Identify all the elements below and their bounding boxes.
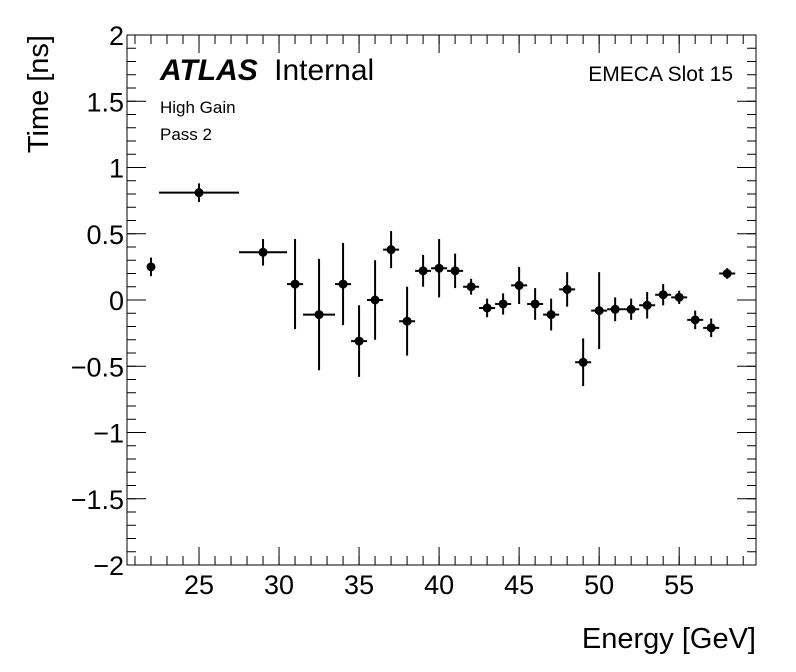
data-point	[303, 258, 336, 371]
data-marker	[258, 247, 268, 257]
data-marker	[530, 299, 540, 309]
data-point	[367, 260, 384, 340]
atlas-label: ATLAS Internal	[159, 54, 374, 87]
x-tick-label: 45	[504, 570, 534, 600]
data-marker	[338, 279, 348, 289]
data-point	[415, 254, 432, 287]
data-marker	[546, 310, 556, 320]
x-tick-label: 30	[264, 570, 294, 600]
data-point	[383, 231, 400, 269]
data-marker	[690, 315, 700, 325]
data-point	[239, 239, 288, 266]
data-point	[559, 272, 576, 307]
data-point	[543, 298, 560, 331]
data-point	[687, 310, 704, 330]
data-point	[591, 272, 608, 350]
data-point	[655, 284, 672, 306]
data-marker	[626, 304, 636, 314]
data-point	[146, 257, 156, 277]
tick-labels: 25 30 35 40 45 50 55 −2 −1.5 −1 −0.5 0 0.5 1 1.5 2	[71, 21, 695, 600]
data-marker	[434, 263, 444, 273]
x-tick-label: 55	[664, 570, 694, 600]
y-axis-label: Time [ns]	[23, 35, 55, 153]
data-point	[575, 338, 592, 387]
data-point	[527, 288, 544, 320]
data-point	[351, 305, 368, 377]
data-marker	[290, 279, 300, 289]
data-marker	[610, 304, 620, 314]
data-point	[495, 293, 512, 315]
y-tick-label: 0.5	[86, 220, 124, 250]
data-point	[399, 286, 416, 356]
data-point	[719, 268, 736, 279]
data-marker	[194, 188, 204, 198]
atlas-status: Internal	[274, 54, 374, 87]
data-marker	[658, 290, 668, 300]
y-tick-label: −1	[93, 419, 124, 449]
data-marker	[674, 292, 684, 302]
data-point	[335, 243, 352, 326]
y-tick-label: −2	[93, 551, 124, 581]
pass-label: Pass 2	[160, 125, 212, 144]
y-tick-label: −1.5	[71, 485, 124, 515]
data-point	[703, 318, 720, 338]
y-tick-label: 1.5	[86, 87, 124, 117]
data-marker	[386, 245, 396, 255]
data-points	[146, 183, 736, 387]
data-marker	[498, 299, 508, 309]
data-marker	[722, 269, 732, 278]
data-marker	[642, 300, 652, 310]
y-tick-label: 2	[109, 21, 124, 51]
data-marker	[514, 280, 524, 290]
data-marker	[146, 262, 156, 272]
gain-label: High Gain	[160, 98, 236, 117]
data-marker	[354, 336, 364, 346]
data-point	[511, 266, 528, 304]
data-marker	[706, 323, 716, 333]
x-axis-label: Energy [GeV]	[582, 623, 756, 655]
data-point	[623, 298, 640, 320]
x-tick-label: 25	[184, 570, 214, 600]
data-marker	[314, 310, 324, 320]
data-marker	[594, 306, 604, 316]
data-point	[607, 297, 624, 322]
data-point	[479, 298, 496, 318]
data-marker	[402, 316, 412, 326]
axis-ticks	[127, 34, 756, 566]
data-marker	[370, 295, 380, 305]
data-marker	[466, 282, 476, 292]
data-point	[639, 292, 656, 319]
data-point	[671, 290, 688, 304]
x-tick-label: 50	[584, 570, 614, 600]
x-tick-label: 35	[344, 570, 374, 600]
region-label: EMECA Slot 15	[588, 63, 733, 86]
y-tick-label: 1	[109, 154, 124, 184]
data-point	[287, 239, 304, 330]
data-marker	[562, 284, 572, 294]
data-marker	[578, 357, 588, 367]
data-point	[159, 183, 240, 202]
data-point	[463, 278, 480, 295]
x-tick-label: 40	[424, 570, 454, 600]
data-point	[447, 253, 464, 289]
y-tick-label: −0.5	[71, 352, 124, 382]
data-marker	[450, 266, 460, 276]
atlas-experiment: ATLAS	[159, 54, 258, 87]
y-tick-label: 0	[109, 286, 124, 316]
data-marker	[418, 266, 428, 276]
data-marker	[482, 303, 492, 313]
data-point	[431, 239, 448, 298]
